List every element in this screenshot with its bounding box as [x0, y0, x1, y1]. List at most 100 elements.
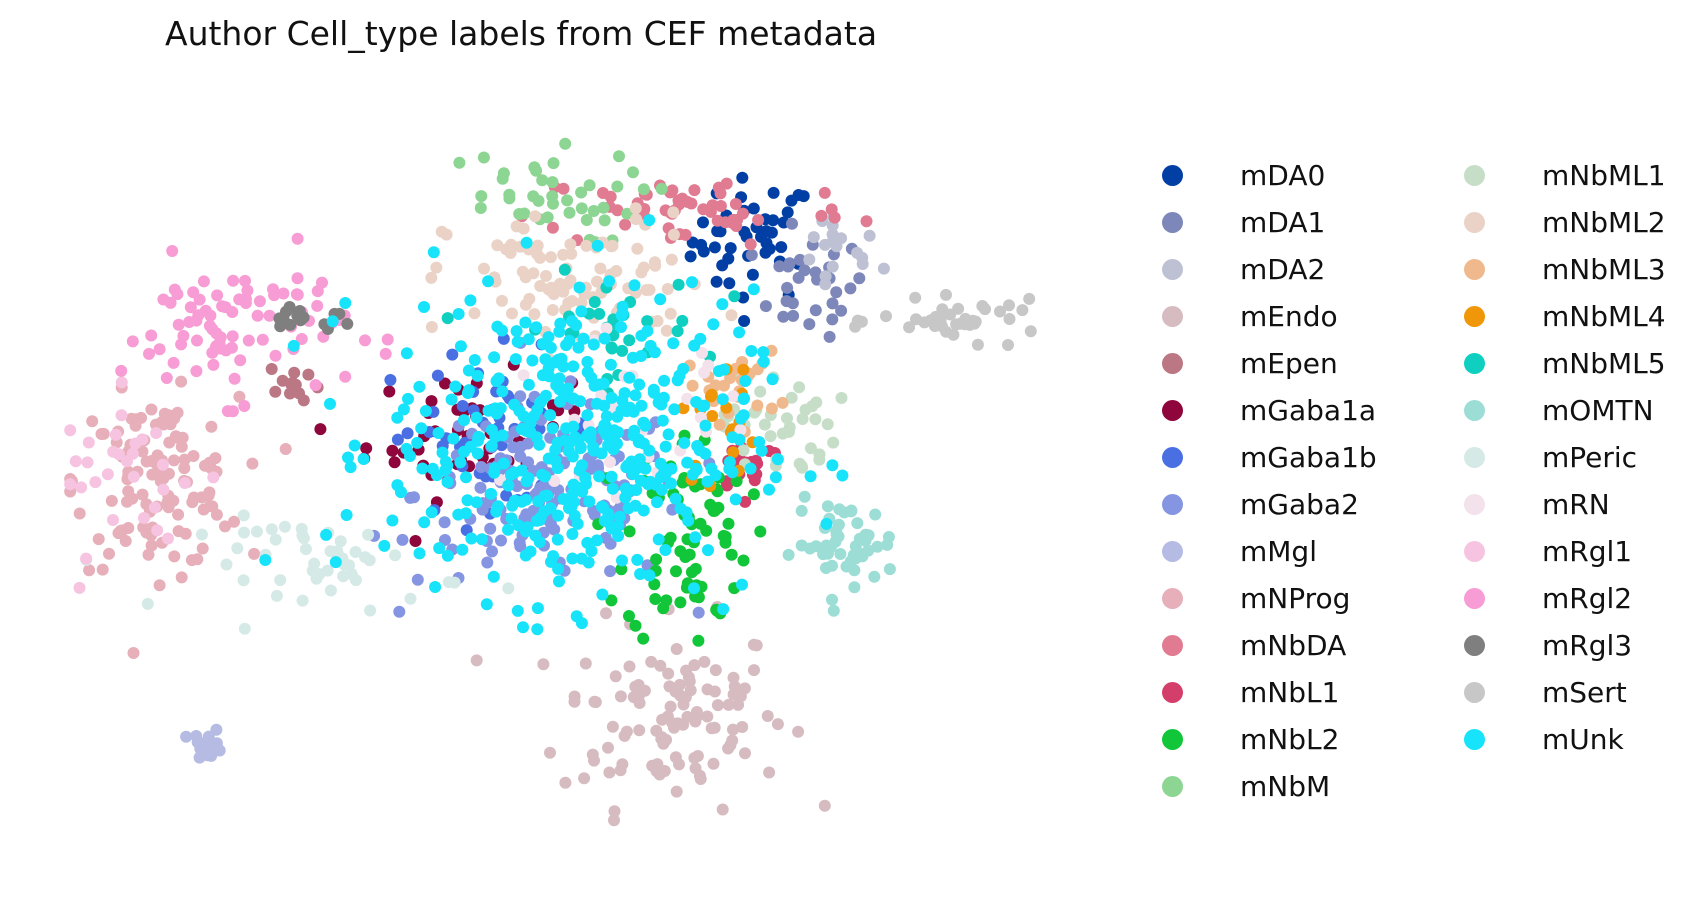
- point-mNbML5: [676, 314, 689, 327]
- point-mRgl2: [309, 379, 322, 392]
- point-mSert: [940, 325, 953, 338]
- point-mUnk: [533, 536, 546, 549]
- point-mDA0: [765, 226, 778, 239]
- point-mNbL2: [648, 578, 661, 591]
- point-mNProg: [105, 494, 118, 507]
- point-mUnk: [485, 487, 498, 500]
- point-mUnk: [464, 440, 477, 453]
- point-mPeric: [296, 594, 309, 607]
- point-mUnk: [597, 377, 610, 390]
- point-mNProg: [145, 403, 158, 416]
- point-mGaba2: [411, 573, 424, 586]
- point-mNProg: [96, 563, 109, 576]
- point-mNProg: [168, 454, 180, 467]
- point-mSert: [968, 317, 981, 330]
- legend-swatch: [1464, 682, 1485, 703]
- legend-swatch: [1464, 635, 1485, 656]
- legend-label: mSert: [1542, 676, 1627, 709]
- point-mUnk: [662, 428, 675, 441]
- point-mDA0: [711, 225, 724, 238]
- point-mGaba1b: [456, 400, 469, 412]
- point-mUnk: [681, 456, 694, 469]
- point-mUnk: [513, 405, 526, 417]
- point-mUnk: [441, 476, 454, 488]
- point-mEndo: [559, 776, 572, 789]
- point-mPeric: [270, 589, 283, 602]
- point-mNProg: [246, 457, 259, 470]
- point-mUnk: [585, 371, 598, 384]
- point-mEndo: [691, 710, 704, 723]
- point-mNbML1: [781, 412, 793, 425]
- point-mUnk: [470, 411, 483, 424]
- point-mUnk: [705, 462, 718, 475]
- point-mUnk: [395, 486, 407, 499]
- point-mUnk: [411, 436, 424, 449]
- legend-label: mGaba2: [1240, 488, 1359, 521]
- point-mNbL2: [657, 602, 670, 615]
- point-mUnk: [324, 397, 336, 410]
- point-mUnk: [413, 380, 426, 393]
- point-mNbML2: [478, 262, 490, 275]
- point-mNProg: [145, 539, 158, 552]
- point-mUnk: [726, 431, 739, 444]
- point-mNbML3: [776, 396, 789, 409]
- point-mRgl2: [263, 309, 276, 322]
- point-mNProg: [175, 440, 188, 453]
- point-mRgl2: [234, 354, 247, 367]
- point-mNbML2: [661, 283, 674, 295]
- point-mSert: [903, 321, 916, 334]
- point-mNbL2: [649, 593, 662, 605]
- point-mUnk: [668, 403, 681, 416]
- point-mNbDA: [697, 203, 710, 216]
- legend-item: mNbML3: [1464, 246, 1666, 293]
- point-mNbM: [559, 137, 572, 150]
- point-mUnk: [583, 495, 596, 508]
- point-mUnk: [566, 315, 578, 328]
- point-mDA2: [807, 231, 820, 244]
- point-mEndo: [747, 638, 760, 651]
- point-mUnk: [567, 360, 580, 373]
- series-mRgl1: [64, 376, 220, 594]
- point-mUnk: [598, 332, 611, 345]
- point-mDA0: [724, 242, 737, 255]
- point-mNProg: [210, 508, 223, 521]
- point-mUnk: [531, 403, 544, 416]
- point-mUnk: [682, 514, 695, 527]
- legend-item: mNProg: [1162, 575, 1377, 622]
- series-mOMTN: [782, 490, 896, 617]
- point-mUnk: [464, 294, 477, 307]
- point-mUnk: [454, 456, 467, 469]
- legend-item: mRgl2: [1464, 575, 1666, 622]
- point-mUnk: [541, 489, 553, 502]
- point-mEndo: [633, 724, 646, 737]
- point-mUnk: [643, 444, 656, 457]
- point-mNbML2: [564, 238, 577, 251]
- point-mUnk: [677, 362, 690, 375]
- point-mUnk: [634, 474, 647, 487]
- point-mNbM: [475, 190, 488, 203]
- point-mRgl2: [311, 285, 324, 298]
- point-mUnk: [665, 477, 677, 490]
- point-mNbL2: [637, 632, 650, 645]
- point-mUnk: [445, 393, 458, 406]
- point-mUnk: [598, 514, 611, 527]
- point-mDA2: [803, 253, 816, 266]
- point-mNbML1: [810, 396, 823, 409]
- series-mUnk: [259, 214, 849, 636]
- point-mRgl2: [226, 306, 239, 318]
- point-mEndo: [677, 698, 690, 711]
- point-mRN: [604, 456, 616, 468]
- point-mUnk: [512, 519, 525, 532]
- point-mRgl1: [109, 428, 122, 441]
- point-mNbML1: [804, 442, 817, 455]
- point-mPeric: [220, 558, 233, 571]
- point-mRgl2: [153, 343, 166, 356]
- point-mNbDA: [818, 186, 831, 199]
- point-mNbML5: [641, 315, 654, 328]
- point-mUnk: [441, 549, 454, 562]
- point-mNProg: [171, 406, 184, 419]
- point-mMgl: [202, 734, 215, 747]
- point-mNProg: [150, 418, 162, 431]
- point-mNbML4: [727, 446, 740, 459]
- point-mOMTN: [821, 500, 834, 513]
